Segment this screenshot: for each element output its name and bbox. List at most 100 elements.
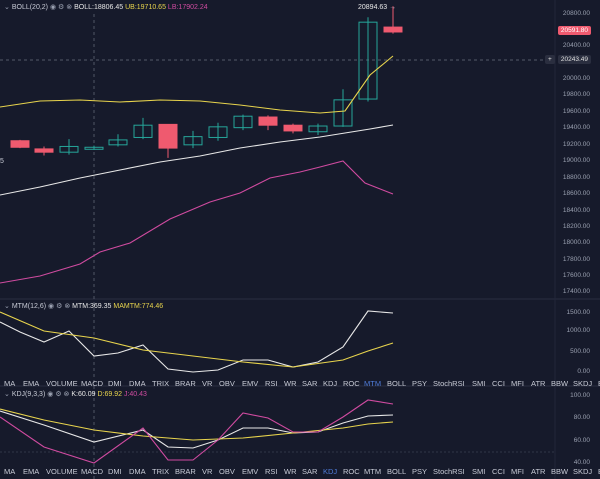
tab-volume[interactable]: VOLUME — [46, 467, 78, 476]
tab-trix[interactable]: TRIX — [152, 467, 170, 476]
mamtm-line — [0, 311, 394, 368]
mtm-collapse-icon[interactable]: ⌄ — [4, 303, 10, 310]
plus-icon[interactable]: + — [545, 55, 555, 64]
tab-mtm[interactable]: MTM — [364, 379, 382, 388]
collapse-chevron-icon[interactable]: ⌄ — [4, 4, 10, 11]
kdj-k-line — [0, 410, 394, 449]
tab-stochrsi[interactable]: StochRSI — [433, 379, 465, 388]
tab-mtm[interactable]: MTM — [364, 467, 382, 476]
tab-rsi[interactable]: RSI — [265, 467, 278, 476]
tab-ema[interactable]: EMA — [23, 379, 40, 388]
price-axis-label: 19600.00 — [562, 108, 590, 115]
tab-brar[interactable]: BRAR — [175, 467, 196, 476]
tab-emv[interactable]: EMV — [242, 467, 259, 476]
kdj-axis-label: 40.00 — [573, 459, 590, 466]
kdj-j-value: J:40.43 — [123, 391, 147, 398]
tab-macd[interactable]: MACD — [81, 467, 104, 476]
crosshair-price-tag: 20243.49 — [557, 55, 591, 64]
close-icon[interactable]: ⊗ — [66, 4, 73, 11]
tab-vr[interactable]: VR — [202, 379, 213, 388]
candle-body — [283, 124, 303, 132]
tab-dma[interactable]: DMA — [129, 467, 146, 476]
price-axis-label: 18000.00 — [562, 239, 590, 246]
candle-body — [308, 125, 328, 133]
candle-body — [10, 140, 30, 148]
tab-atr[interactable]: ATR — [531, 467, 546, 476]
tab-macd[interactable]: MACD — [81, 379, 104, 388]
tab-ema[interactable]: EMA — [23, 467, 40, 476]
mtm-name: MTM(12,6) — [11, 303, 47, 310]
mtm-line — [0, 310, 394, 373]
boll-upper-line — [0, 55, 394, 114]
price-axis-label: 18600.00 — [562, 190, 590, 197]
tab-rsi[interactable]: RSI — [265, 379, 278, 388]
tab-atr[interactable]: ATR — [531, 379, 546, 388]
tab-kdj[interactable]: KDJ — [323, 467, 338, 476]
tab-kdj[interactable]: KDJ — [323, 379, 338, 388]
settings-gear-icon[interactable]: ⚙ — [58, 4, 65, 11]
kdj-d-line — [0, 408, 394, 441]
tab-mfi[interactable]: MFI — [511, 467, 524, 476]
tab-wr[interactable]: WR — [284, 379, 297, 388]
eye-icon[interactable]: ◉ — [49, 4, 57, 11]
candle-body — [84, 146, 104, 150]
price-axis-label: 19800.00 — [562, 91, 590, 98]
tab-wr[interactable]: WR — [284, 467, 297, 476]
tab-bbw[interactable]: BBW — [551, 379, 569, 388]
tab-boll[interactable]: BOLL — [387, 467, 407, 476]
candle-body — [208, 126, 228, 138]
mtm-settings-icon[interactable]: ⚙ — [56, 303, 63, 310]
tab-obv[interactable]: OBV — [219, 467, 235, 476]
tab-brar[interactable]: BRAR — [175, 379, 196, 388]
tab-mfi[interactable]: MFI — [511, 379, 524, 388]
kdj-settings-icon[interactable]: ⚙ — [55, 391, 62, 398]
tab-skdj[interactable]: SKDJ — [573, 379, 593, 388]
tab-volume[interactable]: VOLUME — [46, 379, 78, 388]
mtm-close-icon[interactable]: ⊗ — [64, 303, 71, 310]
tab-dma[interactable]: DMA — [129, 379, 146, 388]
tab-bias[interactable]: BIAS — [598, 467, 600, 476]
boll-lb-value: LB:17902.24 — [167, 4, 208, 11]
tab-stochrsi[interactable]: StochRSI — [433, 467, 465, 476]
mtm-axis-label: 0.00 — [577, 368, 590, 375]
tab-psy[interactable]: PSY — [412, 467, 428, 476]
tab-vr[interactable]: VR — [202, 467, 213, 476]
tab-psy[interactable]: PSY — [412, 379, 428, 388]
tab-dmi[interactable]: DMI — [108, 379, 122, 388]
tab-roc[interactable]: ROC — [343, 467, 360, 476]
price-axis-label: 17600.00 — [562, 272, 590, 279]
tab-ma[interactable]: MA — [4, 467, 16, 476]
left-edge-text: 5 — [0, 158, 4, 165]
tab-sar[interactable]: SAR — [302, 379, 318, 388]
boll-mid-value: BOLL:18806.45 — [74, 4, 124, 11]
kdj-collapse-icon[interactable]: ⌄ — [4, 391, 10, 398]
mtm-eye-icon[interactable]: ◉ — [48, 303, 55, 310]
tab-dmi[interactable]: DMI — [108, 467, 122, 476]
tab-boll[interactable]: BOLL — [387, 379, 407, 388]
tab-smi[interactable]: SMI — [472, 467, 486, 476]
tab-sar[interactable]: SAR — [302, 467, 318, 476]
candle-body — [158, 123, 178, 149]
tab-cci[interactable]: CCI — [492, 467, 505, 476]
kdj-axis-label: 80.00 — [573, 414, 590, 421]
price-axis-label: 18200.00 — [562, 223, 590, 230]
tab-obv[interactable]: OBV — [219, 379, 235, 388]
tab-roc[interactable]: ROC — [343, 379, 360, 388]
tab-ma[interactable]: MA — [4, 379, 16, 388]
tab-smi[interactable]: SMI — [472, 379, 486, 388]
kdj-d-value: D:69.92 — [97, 391, 122, 398]
candle-body — [333, 99, 353, 127]
kdj-eye-icon[interactable]: ◉ — [47, 391, 54, 398]
kdj-close-icon[interactable]: ⊗ — [63, 391, 70, 398]
tab-cci[interactable]: CCI — [492, 379, 505, 388]
tab-bbw[interactable]: BBW — [551, 467, 569, 476]
price-axis-label: 20000.00 — [562, 75, 590, 82]
tab-emv[interactable]: EMV — [242, 379, 259, 388]
boll-lower-line — [0, 160, 394, 284]
tab-skdj[interactable]: SKDJ — [573, 467, 593, 476]
tab-bias[interactable]: BIAS — [598, 379, 600, 388]
price-axis-label: 20800.00 — [562, 10, 590, 17]
tab-trix[interactable]: TRIX — [152, 379, 170, 388]
boll-ub-value: UB:19710.65 — [125, 4, 166, 11]
